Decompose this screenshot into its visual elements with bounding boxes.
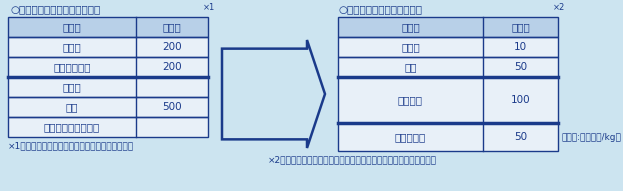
Bar [8,57,208,77]
Text: 200: 200 [162,42,182,52]
Bar [8,117,208,137]
Text: ×1　放射性ストロンチウムを含めて規制値を設定: ×1 放射性ストロンチウムを含めて規制値を設定 [8,141,134,150]
Text: 50: 50 [514,62,527,72]
Text: 野菜類: 野菜類 [63,82,82,92]
Text: 一般食品: 一般食品 [398,95,423,105]
Text: 食品群: 食品群 [401,22,420,32]
Bar [338,17,558,37]
Text: 牛乳: 牛乳 [404,62,417,72]
Text: 10: 10 [514,42,527,52]
Text: ○放射性セシウムの暑定規制値: ○放射性セシウムの暑定規制値 [10,4,100,14]
Bar [8,77,208,97]
Bar [8,117,208,137]
Text: （単位:ベクレル/kg）: （単位:ベクレル/kg） [562,133,622,142]
Bar [8,57,208,77]
Text: ×1: ×1 [203,3,216,12]
Text: 乳児用食品: 乳児用食品 [395,132,426,142]
Text: 500: 500 [162,102,182,112]
Text: 基準値: 基準値 [511,22,530,32]
Text: 50: 50 [514,132,527,142]
Text: 規制値: 規制値 [163,22,181,32]
Bar [338,37,558,57]
Text: 200: 200 [162,62,182,72]
Text: ×2　放射性ストロンチウム、プルトニウム等を含めて基準値を設定: ×2 放射性ストロンチウム、プルトニウム等を含めて基準値を設定 [268,155,437,164]
Bar [8,77,208,97]
Bar [338,123,558,151]
Bar [8,97,208,117]
Text: 肉・卵・魚・その他: 肉・卵・魚・その他 [44,122,100,132]
Bar [8,37,208,57]
Bar [8,97,208,117]
Bar [338,37,558,57]
Bar [338,57,558,77]
Bar [338,17,558,37]
Text: 牛乳・乳製品: 牛乳・乳製品 [53,62,91,72]
Text: ○放射性セシウムの新基準値: ○放射性セシウムの新基準値 [338,4,422,14]
Bar [338,57,558,77]
Text: 飲料水: 飲料水 [401,42,420,52]
Text: ×2: ×2 [553,3,565,12]
Bar [8,17,208,37]
Polygon shape [222,40,325,148]
Text: 稺類: 稺類 [66,102,78,112]
Text: 100: 100 [511,95,530,105]
Bar [338,123,558,151]
Bar [338,77,558,123]
Text: 食品群: 食品群 [63,22,82,32]
Bar [338,77,558,123]
Bar [8,37,208,57]
Bar [8,17,208,37]
Text: 飲料水: 飲料水 [63,42,82,52]
